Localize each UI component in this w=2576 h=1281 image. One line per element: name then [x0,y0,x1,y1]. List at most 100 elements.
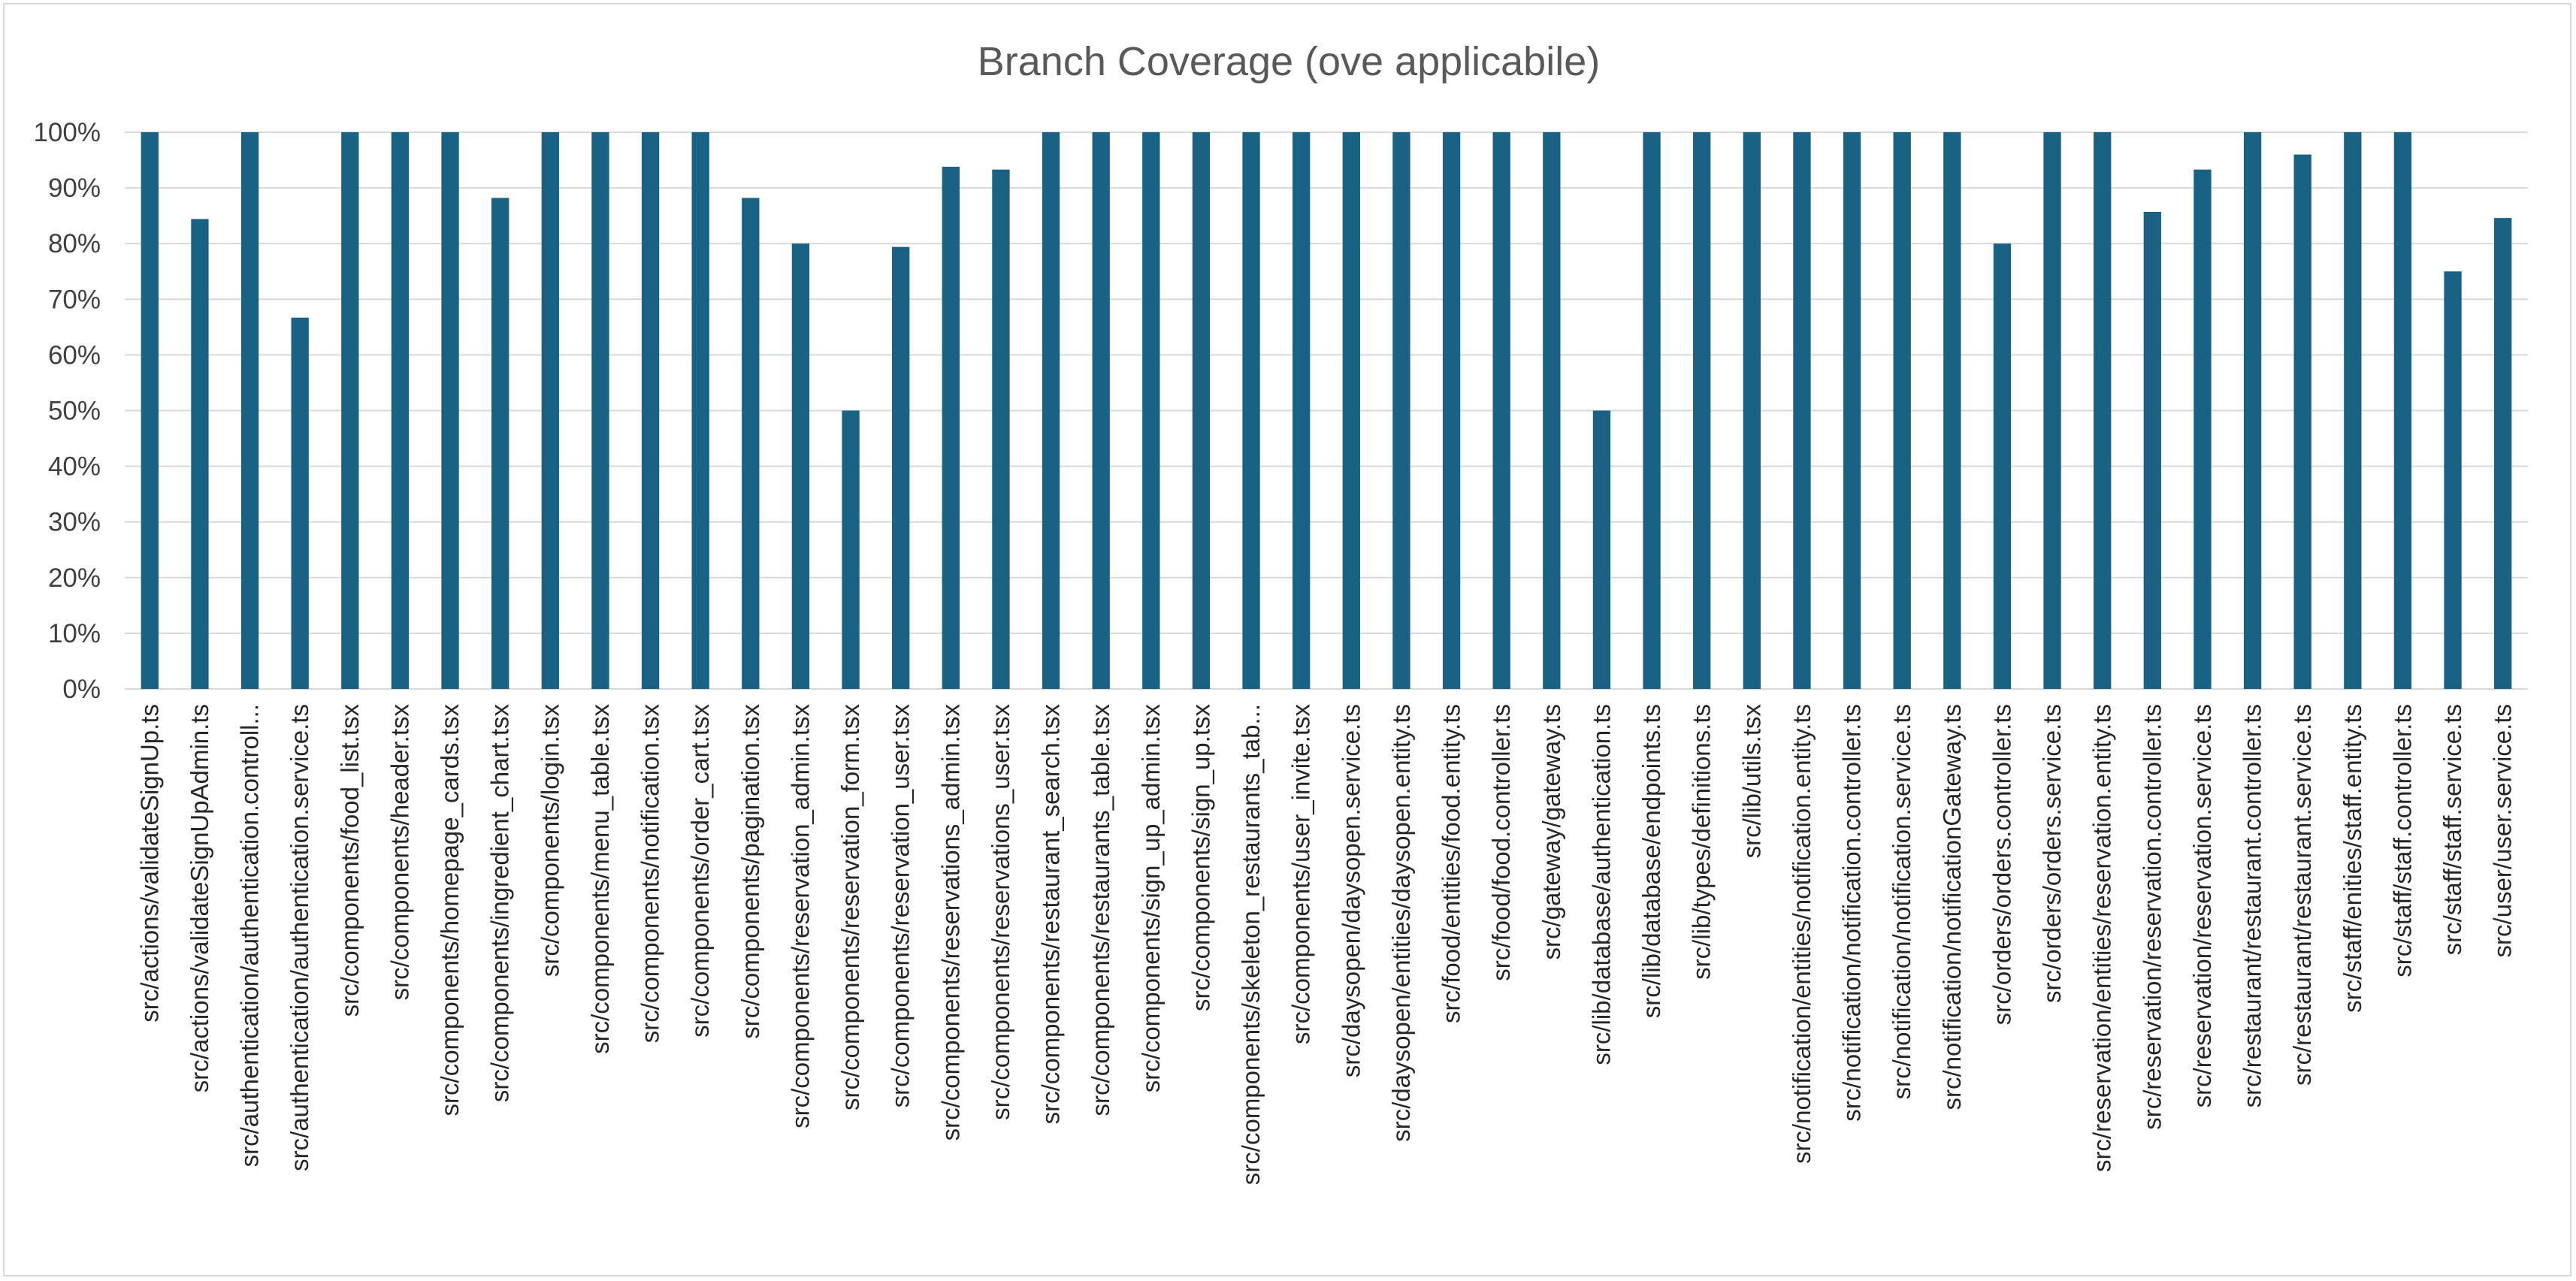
x-tick-label: src/components/sign_up_admin.tsx [1137,704,1165,1093]
bar [1743,132,1761,689]
bar [541,132,559,689]
x-tick-label: src/lib/types/definitions.ts [1688,704,1716,980]
x-tick-label: src/gateway/gateway.ts [1537,704,1565,960]
x-tick-label: src/authentication/authentication.contro… [236,704,264,1167]
bar [1242,132,1260,689]
x-tick-label: src/actions/validateSignUpAdmin.ts [186,704,213,1092]
y-tick-label: 60% [48,340,101,370]
x-tick-label: src/food/entities/food.entity.ts [1438,704,1465,1023]
bar [1843,132,1861,689]
bar [1943,132,1961,689]
x-tick-label: src/notification/notificationGateway.ts [1938,704,1966,1110]
x-tick-label: src/user/user.service.ts [2489,704,2517,957]
x-tick-label: src/food/food.controller.ts [1487,704,1515,981]
x-tick-label: src/components/restaurant_search.tsx [1037,704,1065,1125]
bar [942,166,960,689]
bar [2444,271,2462,689]
bar [1492,132,1510,689]
bar [341,132,359,689]
bar [1442,132,1461,689]
x-tick-label: src/components/ingredient_chart.tsx [486,704,514,1103]
x-tick-label: src/components/menu_table.tsx [586,704,614,1054]
bar [2293,154,2311,689]
x-tick-label: src/lib/database/authentication.ts [1587,704,1615,1065]
bar [1893,132,1911,689]
bar [1693,132,1711,689]
y-tick-label: 100% [33,118,101,147]
x-tick-label: src/restaurant/restaurant.service.ts [2288,704,2316,1086]
bar [391,132,410,689]
bar [1042,132,1060,689]
bar [892,246,910,689]
x-tick-label: src/components/reservation_user.tsx [887,704,915,1108]
bar [2344,132,2362,689]
bar [1543,132,1561,689]
x-tick-label: src/restaurant/restaurant.controller.ts [2239,704,2266,1107]
bar [641,132,660,689]
y-tick-label: 30% [48,508,101,537]
chart-frame: Branch Coverage (ove applicabile) 0% 10% 2… [3,3,2571,1276]
bar [742,198,760,689]
x-tick-label: src/lib/utils.tsx [1737,704,1765,859]
x-tick-label: src/components/skeleton_restaurants_tab.… [1237,704,1265,1185]
bar [2393,132,2412,689]
bar [441,132,459,689]
y-tick-label: 40% [48,452,101,482]
x-tick-label: src/components/reservation_admin.tsx [786,704,814,1128]
y-tick-label: 10% [48,619,101,648]
x-tick-label: src/components/header.tsx [385,704,413,1001]
y-tick-label: 80% [48,229,101,258]
bar [1092,132,1110,689]
x-tick-label: src/lib/database/endpoints.ts [1637,704,1665,1018]
x-tick-label: src/daysopen/entities/daysopen.entity.ts [1387,704,1415,1142]
x-tick-label: src/orders/orders.service.ts [2038,704,2066,1003]
x-tick-label: src/notification/entities/notification.e… [1788,704,1816,1164]
bar [1192,132,1211,689]
y-tick-label: 0% [62,675,101,704]
x-tick-label: src/components/reservations_admin.tsx [936,704,964,1141]
bar [291,317,309,689]
bars [141,132,2512,690]
x-tick-label: src/components/user_invite.tsx [1287,704,1315,1045]
bar [1392,132,1410,689]
x-tick-label: src/daysopen/daysopen.service.ts [1337,704,1365,1077]
bar [491,198,509,689]
bar [2243,132,2262,689]
bar [2043,132,2061,689]
x-tick-label: src/components/order_cart.tsx [686,704,714,1038]
x-tick-label: src/orders/orders.controller.ts [1988,704,2015,1025]
bar [191,219,209,689]
y-tick-label: 90% [48,174,101,203]
x-tick-label: src/staff/staff.service.ts [2438,704,2466,955]
bar [1342,132,1360,689]
x-tick-label: src/components/pagination.tsx [736,704,764,1039]
x-tick-label: src/components/login.tsx [536,704,564,977]
x-tick-label: src/notification/notification.service.ts [1888,704,1915,1099]
bar [791,243,810,689]
bar [2094,132,2112,689]
x-tick-label: src/components/restaurants_table.tsx [1087,704,1114,1116]
x-tick-label: src/reservation/entities/reservation.ent… [2088,704,2116,1172]
x-tick-label: src/staff/staff.controller.ts [2388,704,2416,977]
bar [2194,169,2212,690]
bar [691,132,709,689]
bar [141,132,159,689]
x-tick-label: src/components/reservations_user.tsx [987,704,1014,1120]
chart-title: Branch Coverage (ove applicabile) [978,39,1600,84]
y-tick-label: 20% [48,563,101,593]
bar [1643,132,1661,689]
bar [240,132,259,689]
branch-coverage-chart: Branch Coverage (ove applicabile) 0% 10% 2… [33,39,2528,1185]
x-tick-label: src/components/food_list.tsx [336,704,364,1017]
bar [842,410,860,689]
bar [2494,218,2512,689]
x-tick-label: src/staff/enities/staff.entity.ts [2339,704,2366,1013]
x-tick-label: src/components/sign_up.tsx [1187,704,1214,1012]
y-axis-ticks: 0% 10% 20% 30% 40% 50% 60% 70% 80% 90% 100% [33,118,101,704]
bar [1592,410,1611,689]
x-tick-label: src/authentication/authentication.servic… [286,704,313,1171]
bar [1142,132,1160,689]
bar [992,169,1010,690]
bar [1793,132,1811,689]
x-tick-label: src/notification/notification.controller… [1838,704,1866,1122]
